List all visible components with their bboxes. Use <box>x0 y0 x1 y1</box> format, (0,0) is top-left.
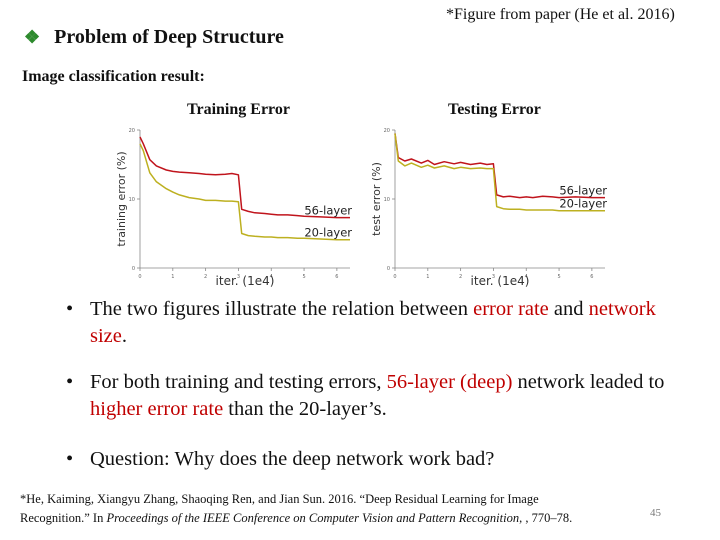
y-axis-label: test error (%) <box>370 162 383 236</box>
x-axis-label: iter. (1e4) <box>216 274 275 288</box>
x-tick-label: 4 <box>525 274 528 280</box>
figure-reference: *Figure from paper (He et al. 2016) <box>446 6 675 23</box>
x-tick-label: 0 <box>393 274 396 280</box>
x-tick-label: 5 <box>557 274 560 280</box>
bullet-text-run: Question: Why does the deep network work… <box>90 448 495 470</box>
series-annotation-56-layer: 56-layer <box>559 184 607 198</box>
diamond-bullet-icon: ❖ <box>24 27 41 47</box>
series-annotation-56-layer: 56-layer <box>304 204 352 218</box>
series-annotation-20-layer: 20-layer <box>304 226 352 240</box>
slide-heading: ❖ Problem of Deep Structure <box>24 26 284 49</box>
series-line-56-layer <box>139 136 350 219</box>
highlighted-phrase: higher error rate <box>90 398 224 420</box>
bullet-dot: • <box>66 448 74 470</box>
x-tick-label: 1 <box>426 274 429 280</box>
bullet-text: Question: Why does the deep network work… <box>90 446 686 473</box>
x-tick-label: 4 <box>270 274 273 280</box>
bullet-text-run: and <box>548 298 589 320</box>
x-tick-label: 6 <box>590 274 593 280</box>
bullet-text: For both training and testing errors, 56… <box>90 369 686 423</box>
y-tick-label: 0 <box>387 266 390 272</box>
x-tick-label: 3 <box>237 274 240 280</box>
citation-line-2-prefix: Recognition.” In <box>20 511 107 525</box>
x-axis-label: iter. (1e4) <box>471 274 530 288</box>
series-annotation-20-layer: 20-layer <box>559 197 607 211</box>
testing-error-chart: 0 1 2 3 4 5 6 0 10 20 test error (%) iter. (1e4) 56-… <box>370 128 607 288</box>
highlighted-phrase: network size <box>90 298 656 347</box>
citation-line-2-suffix: , , 770–78. <box>519 511 573 525</box>
highlighted-phrase: error rate <box>473 298 549 320</box>
bullet-item: • Question: Why does the deep network wo… <box>66 446 686 473</box>
x-tick-label: 2 <box>204 274 207 280</box>
y-tick-label: 20 <box>384 128 390 134</box>
y-axis-label: training error (%) <box>115 151 128 246</box>
bullet-item: • For both training and testing errors, … <box>66 369 686 423</box>
heading-text: Problem of Deep Structure <box>54 26 284 48</box>
page-number: 45 <box>650 507 661 519</box>
y-tick-label: 20 <box>129 128 135 134</box>
x-tick-label: 2 <box>459 274 462 280</box>
series-line-20-layer <box>139 143 350 241</box>
bullet-item: • The two figures illustrate the relatio… <box>66 296 686 350</box>
y-tick-label: 10 <box>129 197 135 203</box>
y-tick-label: 0 <box>132 266 135 272</box>
bullet-text-run: . <box>121 325 127 347</box>
bullet-text-run: network leaded to <box>512 371 665 393</box>
x-tick-label: 3 <box>492 274 495 280</box>
y-tick-label: 10 <box>384 197 390 203</box>
bullet-text-run: than the 20-layer’s. <box>223 398 387 420</box>
highlighted-phrase: 56-layer (deep) <box>386 371 513 393</box>
citation-line-1: *He, Kaiming, Xiangyu Zhang, Shaoqing Re… <box>20 492 539 506</box>
x-tick-label: 5 <box>302 274 305 280</box>
section-label: Image classification result: <box>22 68 205 85</box>
bullet-text: The two figures illustrate the relation … <box>90 296 686 350</box>
x-tick-label: 6 <box>335 274 338 280</box>
training-panel-title: Training Error <box>187 101 290 118</box>
series-line-20-layer <box>394 133 605 212</box>
x-tick-label: 0 <box>138 274 141 280</box>
bullet-dot: • <box>66 371 74 393</box>
series-line-56-layer <box>394 133 605 199</box>
citation-footnote: *He, Kaiming, Xiangyu Zhang, Shaoqing Re… <box>20 490 640 528</box>
training-error-chart: 0 1 2 3 4 5 6 0 10 20 training error (%) iter. (1e4… <box>115 128 352 288</box>
bullet-text-run: For both training and testing errors, <box>90 371 387 393</box>
bullet-dot: • <box>66 298 74 320</box>
bullet-text-run: The two figures illustrate the relation … <box>90 298 474 320</box>
testing-panel-title: Testing Error <box>448 101 541 118</box>
x-tick-label: 1 <box>171 274 174 280</box>
citation-venue: Proceedings of the IEEE Conference on Co… <box>106 511 520 525</box>
